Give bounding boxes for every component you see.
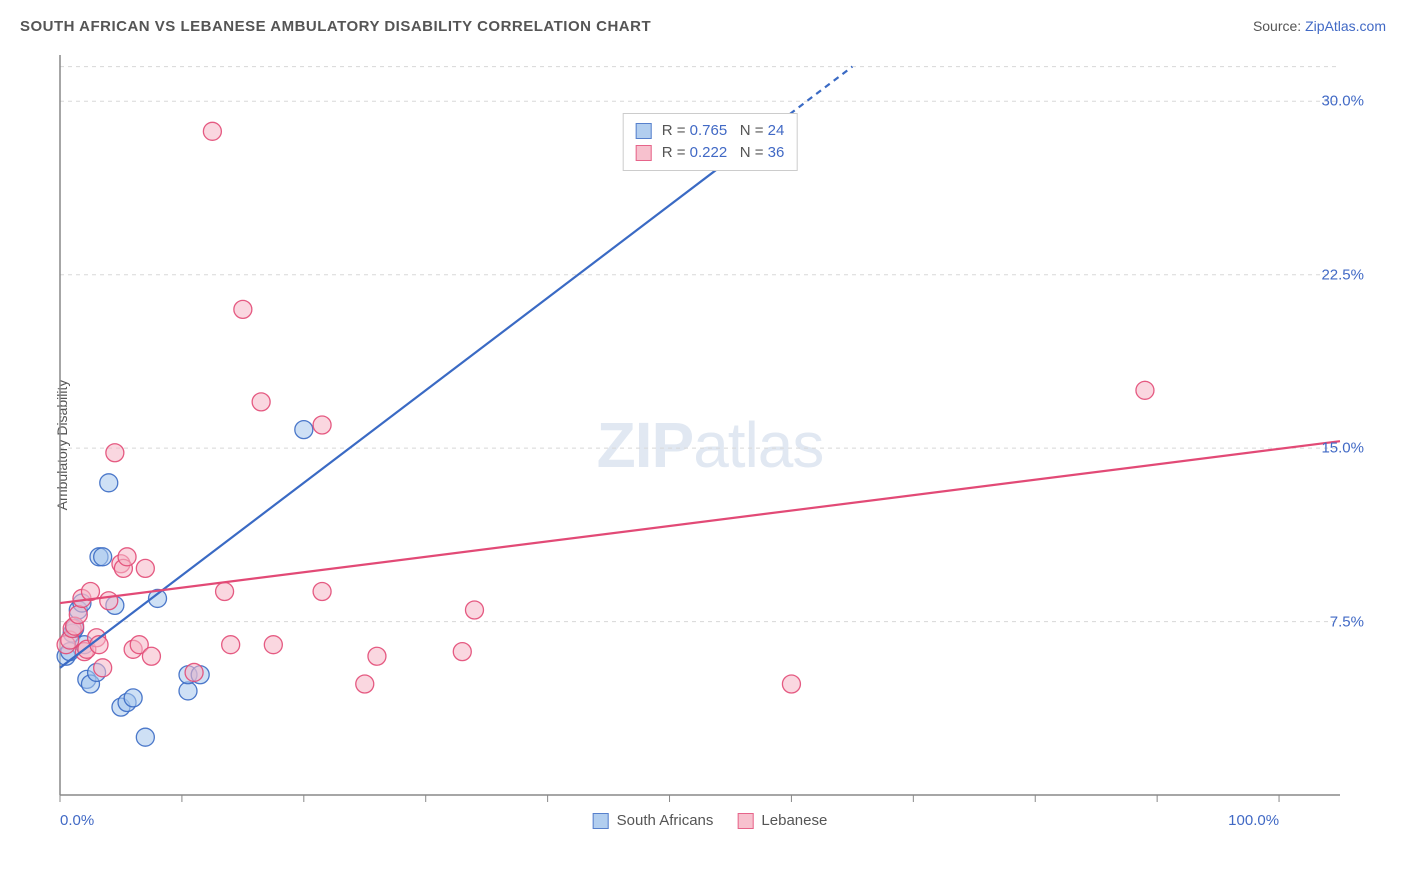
stats-legend-text: R = 0.222 N = 36 xyxy=(662,142,785,164)
chart-area: Ambulatory Disability ZIPatlas R = 0.765… xyxy=(50,55,1370,835)
x-tick-label: 0.0% xyxy=(60,812,94,829)
bottom-legend-item: Lebanese xyxy=(737,812,827,829)
chart-svg xyxy=(50,55,1370,835)
legend-swatch xyxy=(593,813,609,829)
legend-swatch xyxy=(636,123,652,139)
y-tick-label: 22.5% xyxy=(1321,266,1364,283)
source-link[interactable]: ZipAtlas.com xyxy=(1305,18,1386,34)
legend-swatch xyxy=(636,145,652,161)
y-tick-label: 7.5% xyxy=(1330,613,1364,630)
bottom-legend-label: South Africans xyxy=(617,812,714,829)
source-credit: Source: ZipAtlas.com xyxy=(1253,18,1386,34)
stats-legend-text: R = 0.765 N = 24 xyxy=(662,120,785,142)
y-tick-label: 15.0% xyxy=(1321,440,1364,457)
bottom-legend-item: South Africans xyxy=(593,812,714,829)
x-tick-label: 100.0% xyxy=(1228,812,1279,829)
bottom-legend-label: Lebanese xyxy=(761,812,827,829)
y-tick-label: 30.0% xyxy=(1321,93,1364,110)
source-prefix: Source: xyxy=(1253,18,1305,34)
bottom-legend: South Africans Lebanese xyxy=(593,812,828,829)
stats-legend-row: R = 0.765 N = 24 xyxy=(636,120,785,142)
stats-legend: R = 0.765 N = 24R = 0.222 N = 36 xyxy=(623,113,798,171)
chart-title: SOUTH AFRICAN VS LEBANESE AMBULATORY DIS… xyxy=(20,18,651,35)
legend-swatch xyxy=(737,813,753,829)
stats-legend-row: R = 0.222 N = 36 xyxy=(636,142,785,164)
